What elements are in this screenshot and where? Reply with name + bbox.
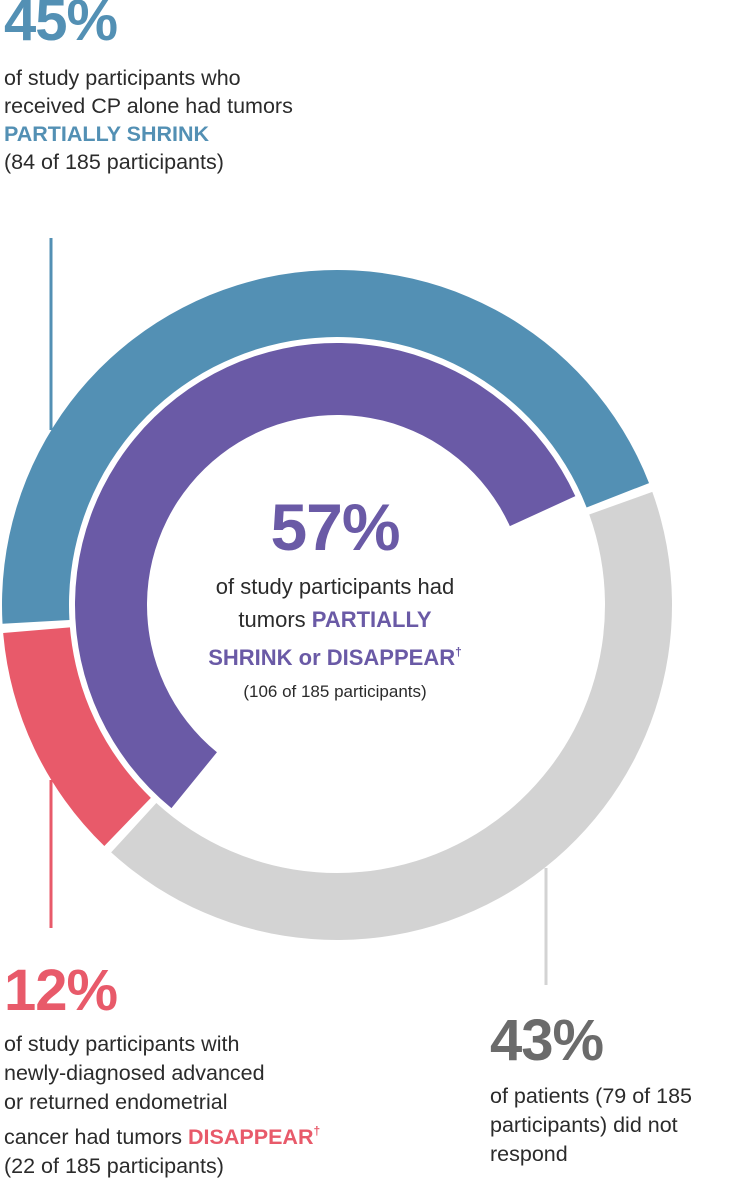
description-line: participants) did not (490, 1113, 678, 1137)
disappear-percent: 12% (4, 958, 118, 1023)
outer-segment-partially-shrink (1, 269, 650, 624)
callout-disappear: 12% of study participants with newly-dia… (4, 962, 384, 1181)
description-line: newly-diagnosed advanced (4, 1061, 265, 1085)
overall-response-percent: 57% (270, 490, 400, 564)
description-line: respond (490, 1142, 568, 1166)
disappear-count: (22 of 185 participants) (4, 1154, 224, 1178)
callout-overall-response: 57% of study participants had tumors PAR… (170, 494, 500, 702)
overall-response-description: of study participants had tumors PARTIAL… (170, 570, 500, 674)
callout-partially-shrink: 45% of study participants who received C… (4, 0, 384, 176)
overall-response-emphasis: PARTIALLY (311, 607, 432, 632)
description-line: cancer had tumors DISAPPEAR† (4, 1117, 384, 1152)
partially-shrink-percent: 45% (4, 0, 118, 53)
outer-segment-did-not-respond (111, 491, 672, 940)
dagger-footnote-mark: † (313, 1124, 321, 1138)
overall-response-emphasis: SHRINK or DISAPPEAR (208, 645, 456, 670)
description-line: or returned endometrial (4, 1090, 228, 1114)
description-line: of patients (79 of 185 (490, 1084, 693, 1108)
description-text: tumors (238, 607, 312, 632)
description-line: of study participants had (215, 574, 455, 599)
dagger-footnote-mark: † (455, 645, 462, 659)
description-line: SHRINK or DISAPPEAR† (170, 636, 500, 674)
description-line: of study participants who (4, 66, 241, 90)
inner-segment-responders (75, 342, 576, 809)
no-response-description: of patients (79 of 185 participants) did… (490, 1082, 732, 1169)
outer-segment-disappear (3, 627, 151, 847)
description-line: of study participants with (4, 1032, 240, 1056)
description-text: cancer had tumors (4, 1125, 189, 1149)
overall-response-count: (106 of 185 participants) (243, 682, 427, 701)
disappear-description: of study participants with newly-diagnos… (4, 1030, 384, 1181)
disappear-emphasis: DISAPPEAR (188, 1125, 314, 1149)
callout-no-response: 43% of patients (79 of 185 participants)… (490, 1012, 732, 1169)
description-line: tumors PARTIALLY (170, 603, 500, 636)
no-response-percent: 43% (490, 1008, 604, 1073)
partially-shrink-description: of study participants who received CP al… (4, 64, 384, 176)
partially-shrink-count: (84 of 185 participants) (4, 150, 224, 174)
partially-shrink-emphasis: PARTIALLY SHRINK (4, 122, 210, 146)
description-line: received CP alone had tumors (4, 94, 293, 118)
